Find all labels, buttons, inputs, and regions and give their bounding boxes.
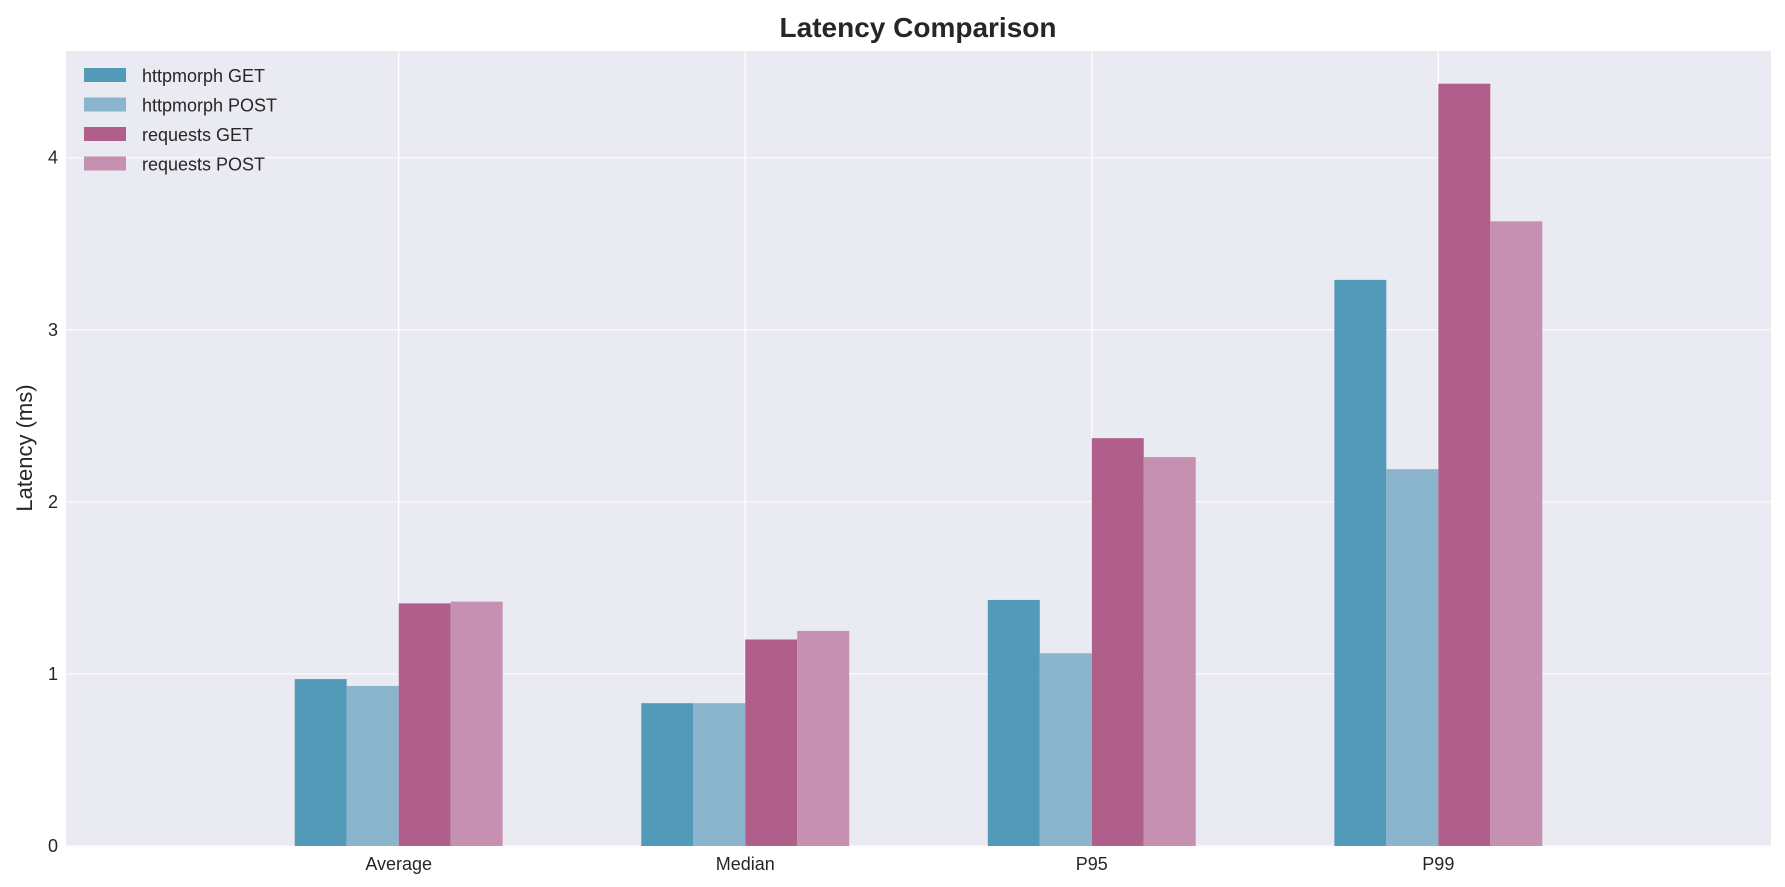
- bar-requests-get-p95: [1091, 438, 1144, 846]
- legend-swatch-1: [84, 97, 126, 112]
- bar-httpmorph-post-p99: [1386, 469, 1439, 846]
- legend-label-2: requests GET: [142, 125, 253, 145]
- bar-requests-get-median: [745, 639, 798, 846]
- bar-httpmorph-get-median: [641, 703, 694, 846]
- bars-group: [294, 83, 1543, 846]
- bar-httpmorph-post-average: [346, 685, 399, 846]
- y-tick-label-2: 2: [48, 492, 58, 512]
- legend-swatch-3: [84, 156, 126, 171]
- y-tick-label-4: 4: [48, 148, 58, 168]
- x-tick-label-p95: P95: [1076, 854, 1108, 874]
- bar-requests-post-median: [797, 630, 850, 846]
- bar-httpmorph-post-median: [693, 703, 746, 846]
- x-tick-labels: Average Median P95 P99: [365, 854, 1454, 874]
- y-tick-label-3: 3: [48, 320, 58, 340]
- y-tick-label-0: 0: [48, 836, 58, 856]
- bar-httpmorph-get-average: [294, 679, 347, 846]
- bar-requests-get-average: [398, 603, 451, 846]
- bar-requests-post-p95: [1143, 457, 1196, 846]
- y-tick-labels: 0 1 2 3 4: [48, 148, 58, 856]
- bar-httpmorph-post-p95: [1039, 653, 1092, 846]
- bar-requests-post-p99: [1490, 221, 1543, 846]
- bar-requests-get-p99: [1438, 83, 1491, 846]
- x-tick-label-p99: P99: [1422, 854, 1454, 874]
- y-tick-label-1: 1: [48, 664, 58, 684]
- y-axis-label: Latency (ms): [12, 384, 37, 511]
- x-tick-label-median: Median: [716, 854, 775, 874]
- legend-label-0: httpmorph GET: [142, 66, 265, 86]
- bar-httpmorph-get-p95: [987, 599, 1040, 846]
- legend-swatch-0: [84, 68, 126, 82]
- bar-requests-post-average: [450, 601, 503, 846]
- legend-label-1: httpmorph POST: [142, 96, 277, 116]
- chart-title: Latency Comparison: [780, 12, 1057, 43]
- legend-label-3: requests POST: [142, 155, 265, 175]
- legend-swatch-2: [84, 127, 126, 141]
- legend: httpmorph GET httpmorph POST requests GET r…: [84, 66, 277, 175]
- x-tick-label-average: Average: [365, 854, 432, 874]
- bar-httpmorph-get-p99: [1334, 279, 1387, 846]
